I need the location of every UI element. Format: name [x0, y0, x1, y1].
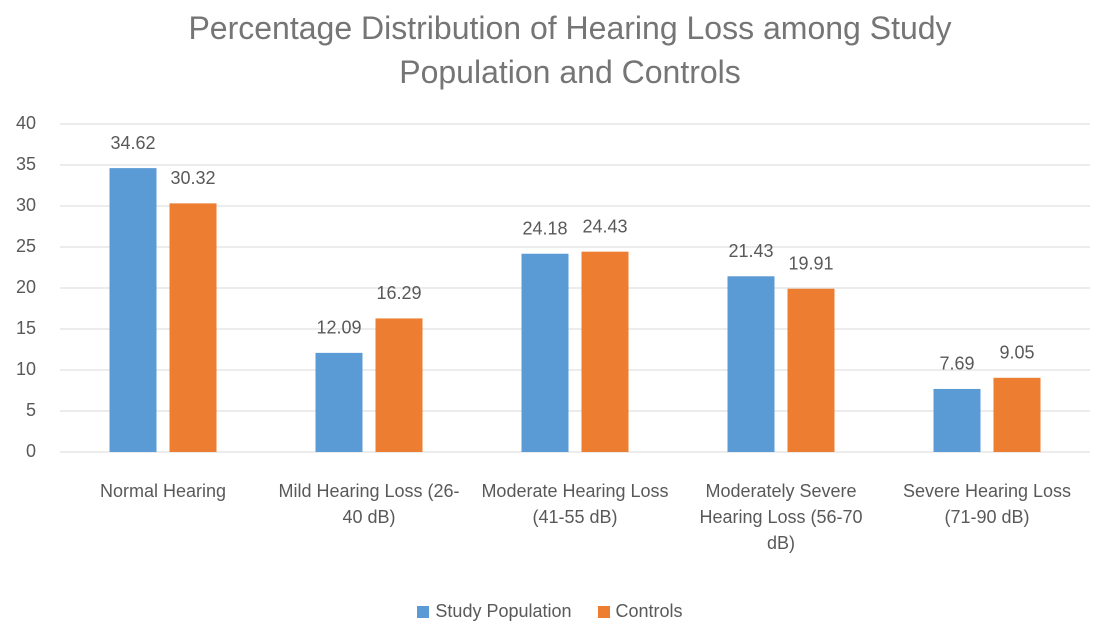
y-tick-label: 10: [16, 359, 36, 379]
y-tick-label: 15: [16, 318, 36, 338]
y-tick-label: 35: [16, 154, 36, 174]
bar: [787, 288, 835, 452]
legend: Study Population Controls: [0, 601, 1100, 622]
bar: [933, 388, 981, 452]
legend-item: Controls: [597, 601, 683, 622]
data-label: 9.05: [999, 343, 1034, 363]
y-tick-label: 40: [16, 113, 36, 133]
chart-title: Percentage Distribution of Hearing Loss …: [188, 10, 952, 90]
data-label: 30.32: [170, 168, 215, 188]
legend-swatch: [597, 605, 610, 618]
data-label: 16.29: [376, 283, 421, 303]
legend-label: Controls: [615, 601, 683, 621]
bar: [727, 276, 775, 452]
y-tick-label: 5: [26, 400, 36, 420]
x-tick-label: Severe Hearing Loss (71-90 dB): [902, 481, 1072, 527]
x-tick-label: Mild Hearing Loss (26-40 dB): [278, 481, 460, 527]
legend-swatch: [417, 605, 430, 618]
x-tick-label: Moderately Severe Hearing Loss (56-70 dB…: [699, 481, 863, 553]
y-tick-label: 25: [16, 236, 36, 256]
y-tick-label: 0: [26, 441, 36, 461]
data-label: 24.18: [522, 218, 567, 238]
data-label: 12.09: [316, 318, 361, 338]
data-label: 24.43: [582, 216, 627, 236]
bar: [109, 168, 157, 452]
y-tick-label: 20: [16, 277, 36, 297]
legend-label: Study Population: [435, 601, 572, 621]
data-label: 21.43: [728, 241, 773, 261]
legend-item: Study Population: [417, 601, 572, 622]
bar: [581, 251, 629, 452]
x-tick-label: Moderate Hearing Loss (41-55 dB): [481, 481, 669, 527]
data-label: 34.62: [110, 133, 155, 153]
x-tick-label: Normal Hearing: [99, 481, 227, 501]
data-label: 19.91: [788, 253, 833, 273]
bar: [169, 203, 217, 452]
bar: [315, 352, 363, 452]
y-tick-label: 30: [16, 195, 36, 215]
bar: [993, 377, 1041, 452]
data-label: 7.69: [939, 354, 974, 374]
bar: [375, 318, 423, 452]
bar: [521, 253, 569, 452]
